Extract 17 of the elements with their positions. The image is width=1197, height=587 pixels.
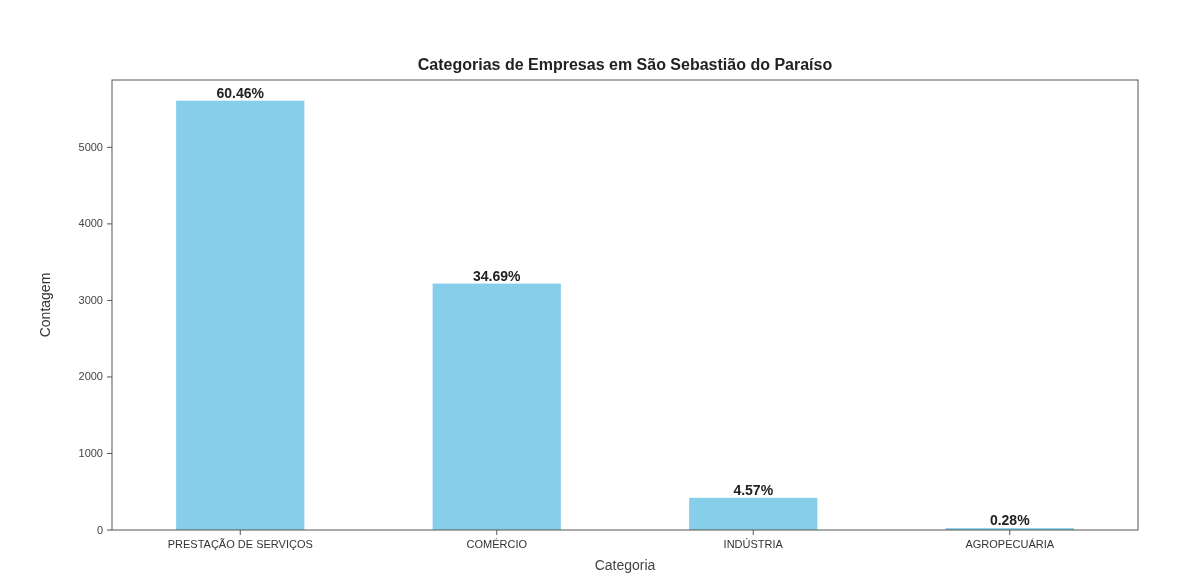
y-tick-label: 1000: [78, 446, 103, 459]
x-tick-label: INDÚSTRIA: [723, 538, 784, 550]
annotation: 0.28%: [989, 512, 1031, 529]
y-axis-title: Contagem: [37, 272, 53, 338]
annotation: 4.57%: [733, 481, 774, 498]
chart-title: Categorias de Empresas em São Sebastião do Paraíso: [417, 56, 833, 73]
y-tick-label: 4000: [78, 217, 103, 230]
annotation: 60.46%: [216, 84, 265, 101]
y-tick-label: 0: [96, 523, 103, 536]
x-tick-label: COMÉRCIO: [466, 538, 528, 550]
x-tick-label: PRESTAÇÃO DE SERVIÇOS: [167, 538, 313, 550]
annotation: 34.69%: [473, 267, 522, 284]
y-tick-label: 5000: [78, 140, 103, 153]
x-tick-label: AGROPECUÁRIA: [965, 538, 1055, 550]
y-tick-label: 2000: [78, 370, 103, 383]
x-axis-title: Categoria: [594, 557, 656, 573]
y-tick-label: 3000: [78, 293, 103, 306]
